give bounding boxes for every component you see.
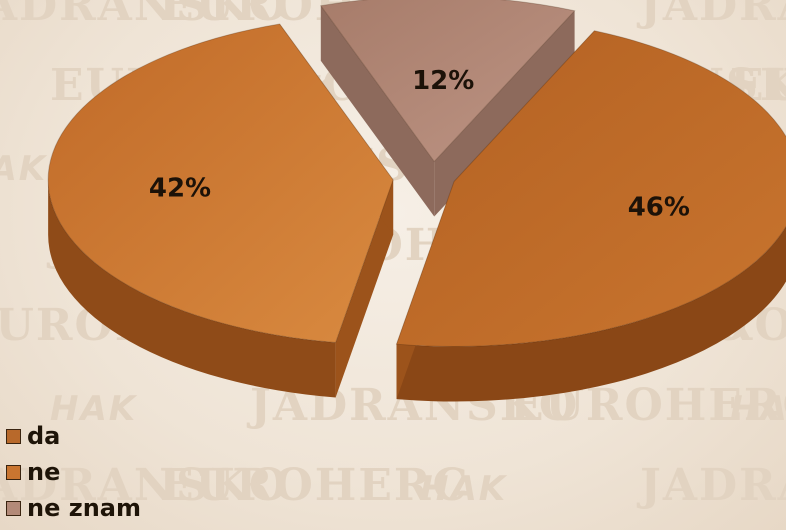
legend-swatch	[6, 500, 21, 516]
slice-da-data-label: 46%	[628, 192, 690, 222]
watermark-text: HAK	[730, 389, 786, 429]
slice-da-top	[395, 30, 786, 347]
watermark-text: JADRANSKO	[0, 460, 289, 511]
slice-ne: 42%	[47, 23, 394, 398]
legend-swatch	[6, 428, 21, 444]
slice-ne-side	[48, 179, 336, 398]
slice-ne-data-label: 42%	[149, 174, 211, 204]
legend-item-ne: ne	[6, 454, 141, 490]
legend-label: ne znam	[27, 494, 141, 522]
legend-item-ne-znam: ne znam	[6, 490, 141, 526]
legend-swatch	[6, 464, 21, 480]
slice-ne-znam-data-label: 12%	[412, 66, 474, 96]
legend-item-da: da	[6, 418, 141, 454]
watermark-text: EUROHERC	[160, 460, 470, 511]
slice-ne-top	[47, 23, 394, 344]
pie-chart: 12% 42% 46%	[47, 0, 786, 402]
legend-label: ne	[27, 458, 61, 486]
watermark-text: JADRANSKO	[0, 0, 289, 31]
slice-ne-znam-face	[434, 10, 575, 217]
slice-ne-znam-face	[320, 5, 435, 217]
watermark-text: JADRANSKO	[636, 0, 786, 31]
watermark-text: HAK	[0, 149, 48, 189]
legend: da ne ne znam	[6, 418, 141, 526]
slice-ne-znam: 12%	[319, 0, 576, 217]
watermark-text: JADRANSKO	[636, 460, 786, 511]
slice-da: 46%	[395, 30, 786, 402]
watermark-text: HAK	[50, 389, 138, 429]
watermark-text: HAK	[420, 469, 508, 509]
slice-da-side	[396, 226, 786, 402]
legend-label: da	[27, 422, 61, 450]
slice-ne-face	[335, 179, 394, 398]
slice-ne-znam-top	[319, 0, 576, 163]
